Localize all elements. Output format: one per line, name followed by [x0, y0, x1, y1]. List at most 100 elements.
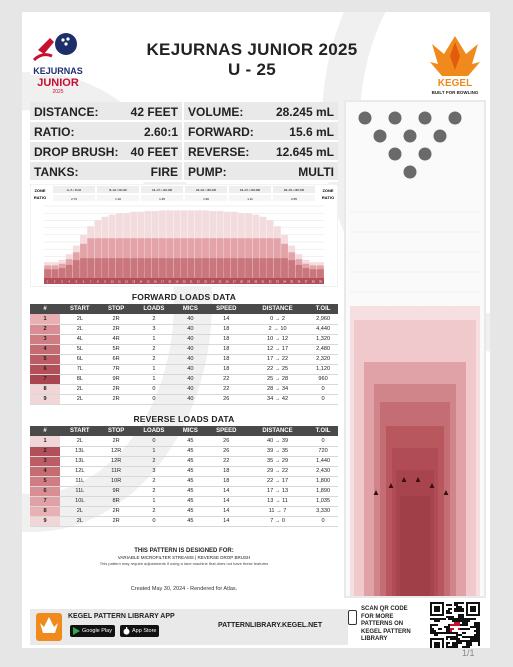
designed-note: This pattern may require adjustments if … — [99, 561, 269, 566]
graph-bar — [273, 258, 281, 278]
zone-label: ZONE — [322, 188, 333, 193]
forward-loads-table: # START STOP LOADS MICS SPEED DISTANCE T.OIL 1 2L… — [30, 304, 338, 405]
table-cell: 12R — [99, 446, 133, 457]
graph-bar — [245, 258, 253, 278]
table-row: 3 4L 4R 1 40 18 10 → 12 1,320 — [30, 334, 338, 345]
pin-icon — [448, 111, 462, 125]
table-cell: 2L — [60, 314, 100, 325]
zone-header — [185, 186, 227, 193]
qr-code[interactable] — [430, 602, 480, 648]
target-arrow-icon — [415, 477, 421, 482]
table-cell: 40 — [175, 394, 206, 405]
graph-bar — [187, 258, 195, 278]
table-cell: 40 → 39 — [246, 436, 309, 447]
table-cell: 40 — [175, 364, 206, 375]
graph-bar — [87, 238, 95, 278]
graph-bar — [144, 258, 152, 278]
google-play-badge[interactable]: Google Play — [70, 625, 115, 637]
table-cell: 13 → 11 — [246, 496, 309, 507]
table-cell: 1 — [132, 364, 176, 375]
spec-value: FIRE — [150, 165, 178, 179]
graph-bar — [209, 238, 217, 278]
table-cell: 3,330 — [308, 506, 338, 517]
table-cell: 18 — [205, 324, 247, 335]
zone-header-text: 8L-12L / 9R-13R — [109, 189, 127, 192]
library-url[interactable]: PATTERNLIBRARY.KEGEL.NET — [218, 622, 323, 629]
table-cell: 22 — [205, 384, 247, 395]
table-row: 3 13L 12R 2 45 22 35 → 29 1,440 — [30, 456, 338, 467]
table-cell: 22 — [205, 374, 247, 385]
table-cell: 14 — [205, 506, 247, 517]
table-cell: 4,440 — [308, 324, 338, 335]
table-row: 5 11L 10R 2 45 18 22 → 17 1,800 — [30, 476, 338, 487]
table-cell: 40 — [175, 314, 206, 325]
table-cell: 7L — [60, 364, 100, 375]
graph-bar — [151, 238, 159, 278]
reverse-title: REVERSE LOADS DATA — [133, 414, 235, 424]
table-cell: 2 — [132, 506, 176, 517]
graph-bar — [180, 258, 188, 278]
table-cell: 40 — [175, 324, 206, 335]
zone-ratio-cell — [97, 195, 139, 201]
board-number: 21 — [190, 280, 193, 284]
board-number: 32 — [269, 280, 272, 284]
board-number: 16 — [154, 280, 157, 284]
graph-bar — [266, 258, 274, 278]
table-cell: 8 — [30, 384, 60, 395]
table-cell: 45 — [175, 486, 206, 497]
app-store-badge[interactable]: App Store — [120, 625, 160, 637]
pin-icon — [403, 165, 417, 179]
column-header: LOADS — [132, 426, 176, 436]
lane-oil-layer — [400, 496, 430, 596]
table-cell: 2L — [60, 394, 100, 405]
table-cell: 7 — [30, 374, 60, 385]
qr-caption: SCAN QR CODE FOR MORE PATTERNS ON KEGEL … — [348, 606, 420, 644]
table-cell: 5L — [60, 344, 100, 355]
table-cell: 2R — [99, 436, 133, 447]
zone-ratio-cell — [141, 195, 183, 201]
table-cell: 1 — [30, 436, 60, 447]
graph-bar — [173, 258, 181, 278]
board-number: 1 — [47, 280, 49, 284]
spec-label: RATIO: — [34, 125, 75, 139]
table-cell: 1,035 — [308, 496, 338, 507]
spec-row: TANKS: FIRE PUMP: MULTI — [30, 162, 338, 182]
table-cell: 8R — [99, 496, 133, 507]
table-row: 9 2L 2R 0 40 26 34 → 42 0 — [30, 394, 338, 405]
table-cell: 2L — [60, 506, 100, 517]
table-cell: 28 → 34 — [246, 384, 309, 395]
spec-label: DISTANCE: — [34, 105, 99, 119]
spec-label: TANKS: — [34, 165, 79, 179]
board-number: 38 — [312, 280, 315, 284]
spec-label: DROP BRUSH: — [34, 145, 119, 159]
table-cell: 1 — [30, 314, 60, 325]
graph-bar — [137, 258, 145, 278]
graph-bar — [202, 258, 209, 278]
graph-bar — [252, 238, 260, 278]
table-cell: 12 → 17 — [246, 344, 309, 355]
table-cell: 0 — [132, 516, 176, 527]
table-cell: 2,480 — [308, 344, 338, 355]
spec-cell: PUMP: MULTI — [184, 162, 338, 182]
zone-ratio-cell — [273, 195, 315, 201]
table-cell: 10R — [99, 476, 133, 487]
table-cell: 1,320 — [308, 334, 338, 345]
created-date: Created May 30, 2024 - Rendered for Atla… — [130, 586, 238, 592]
board-number: 20 — [183, 280, 186, 284]
table-cell: 45 — [175, 466, 206, 477]
table-cell: 8L — [60, 374, 100, 385]
spec-cell: REVERSE: 12.645 mL — [184, 142, 338, 162]
table-cell: 0 — [308, 384, 338, 395]
google-play-label: Google Play — [82, 628, 112, 634]
designed-for: THIS PATTERN IS DESIGNED FOR: VARIABLE M… — [30, 548, 338, 566]
pin-icon — [418, 147, 432, 161]
spec-value: MULTI — [298, 165, 334, 179]
app-banner: KEGEL PATTERN LIBRARY APP Google Play Ap… — [30, 609, 348, 645]
graph-bar — [223, 238, 231, 278]
board-number: 31 — [262, 280, 265, 284]
table-cell: 40 — [175, 354, 206, 365]
title-line-2: U - 25 — [227, 60, 277, 79]
spec-label: PUMP: — [188, 165, 227, 179]
designed-title: THIS PATTERN IS DESIGNED FOR: — [134, 548, 234, 554]
